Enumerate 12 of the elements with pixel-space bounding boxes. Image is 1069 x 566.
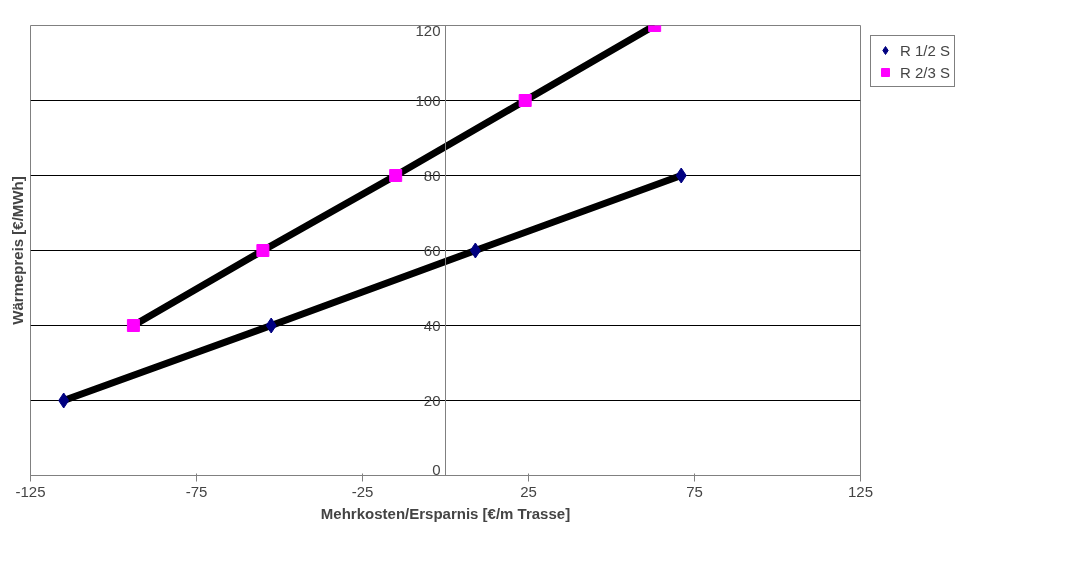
x-tick-label: -75	[185, 482, 208, 500]
legend-label: R 1/2 S	[900, 41, 951, 59]
x-tick-label: 75	[686, 482, 703, 500]
x-axis-title: Mehrkosten/Ersparnis [€/m Trasse]	[320, 504, 571, 522]
y-axis-title: Wärmepreis [€/MWh]	[8, 176, 26, 325]
y-tick-label: 0	[432, 460, 441, 478]
legend-label: R 2/3 S	[900, 63, 951, 81]
x-tick-label: 25	[520, 482, 537, 500]
x-tick-label: -25	[351, 482, 374, 500]
x-tick-label: 125	[847, 482, 874, 500]
y-tick-label: 120	[415, 21, 441, 39]
x-tick-label: -125	[15, 482, 46, 500]
